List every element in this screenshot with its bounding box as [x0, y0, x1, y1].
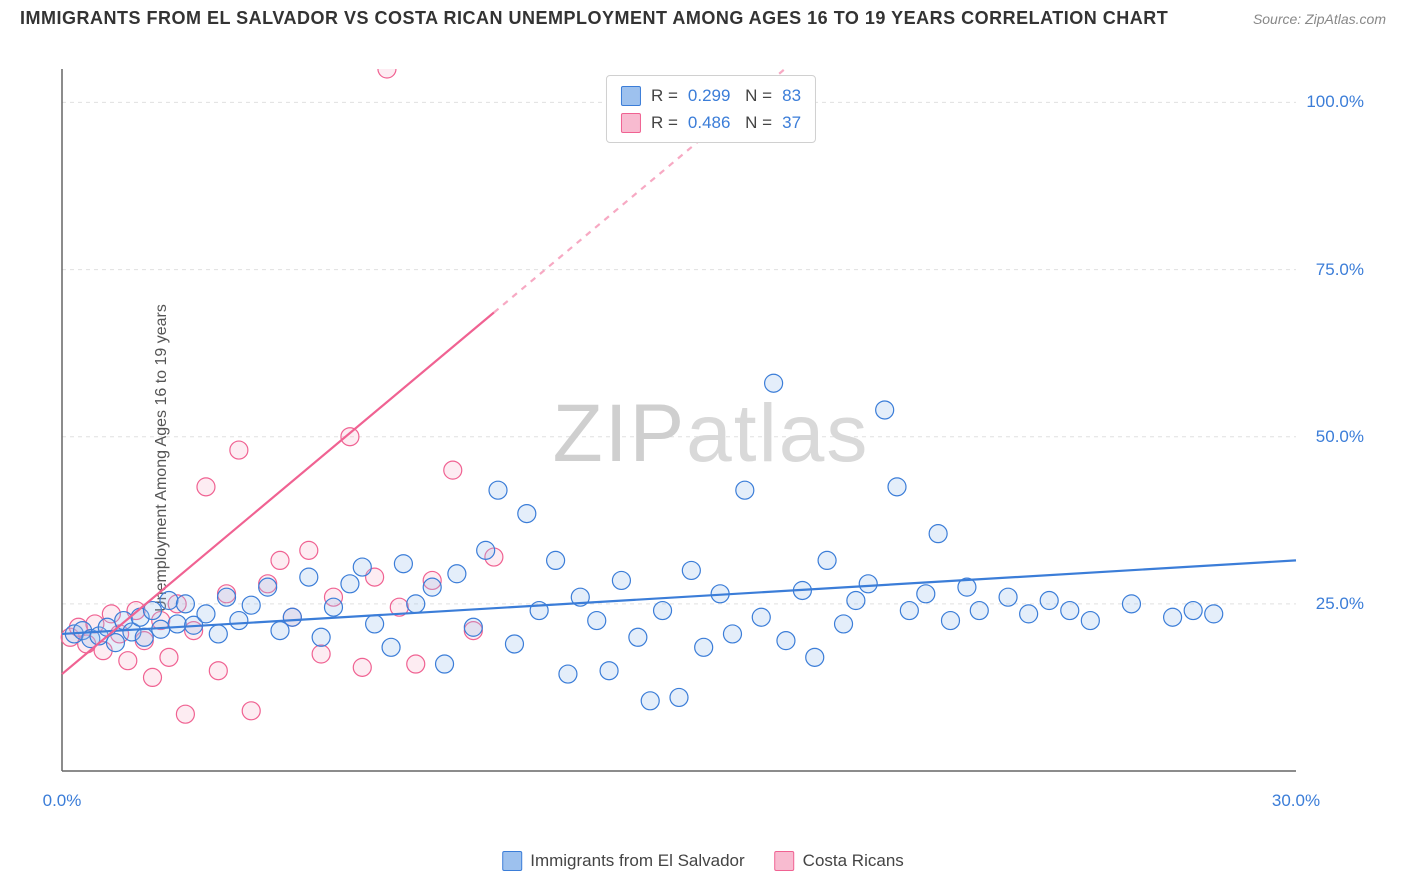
y-tick-label: 25.0% [1316, 594, 1364, 614]
header: IMMIGRANTS FROM EL SALVADOR VS COSTA RIC… [0, 0, 1406, 33]
x-tick-label: 0.0% [43, 791, 82, 811]
legend-item-series-a: Immigrants from El Salvador [502, 851, 744, 871]
legend-swatch-a [502, 851, 522, 871]
chart-title: IMMIGRANTS FROM EL SALVADOR VS COSTA RIC… [20, 8, 1168, 29]
legend-item-series-b: Costa Ricans [775, 851, 904, 871]
swatch-series-a [621, 86, 641, 106]
source-label: Source: ZipAtlas.com [1253, 11, 1386, 27]
chart-container: Unemployment Among Ages 16 to 19 years Z… [0, 33, 1406, 883]
swatch-series-b [621, 113, 641, 133]
y-tick-label: 50.0% [1316, 427, 1364, 447]
stats-legend: R =0.299 N =83 R =0.486 N =37 [606, 75, 816, 143]
stats-row-series-b: R =0.486 N =37 [621, 109, 801, 136]
plot-area: ZIPatlas R =0.299 N =83 R =0.486 N =37 2… [56, 69, 1366, 829]
stats-row-series-a: R =0.299 N =83 [621, 82, 801, 109]
series-legend: Immigrants from El Salvador Costa Ricans [502, 851, 904, 871]
legend-swatch-b [775, 851, 795, 871]
y-tick-label: 75.0% [1316, 260, 1364, 280]
x-tick-label: 30.0% [1272, 791, 1320, 811]
y-tick-label: 100.0% [1306, 92, 1364, 112]
scatter-plot-svg [56, 69, 1366, 829]
